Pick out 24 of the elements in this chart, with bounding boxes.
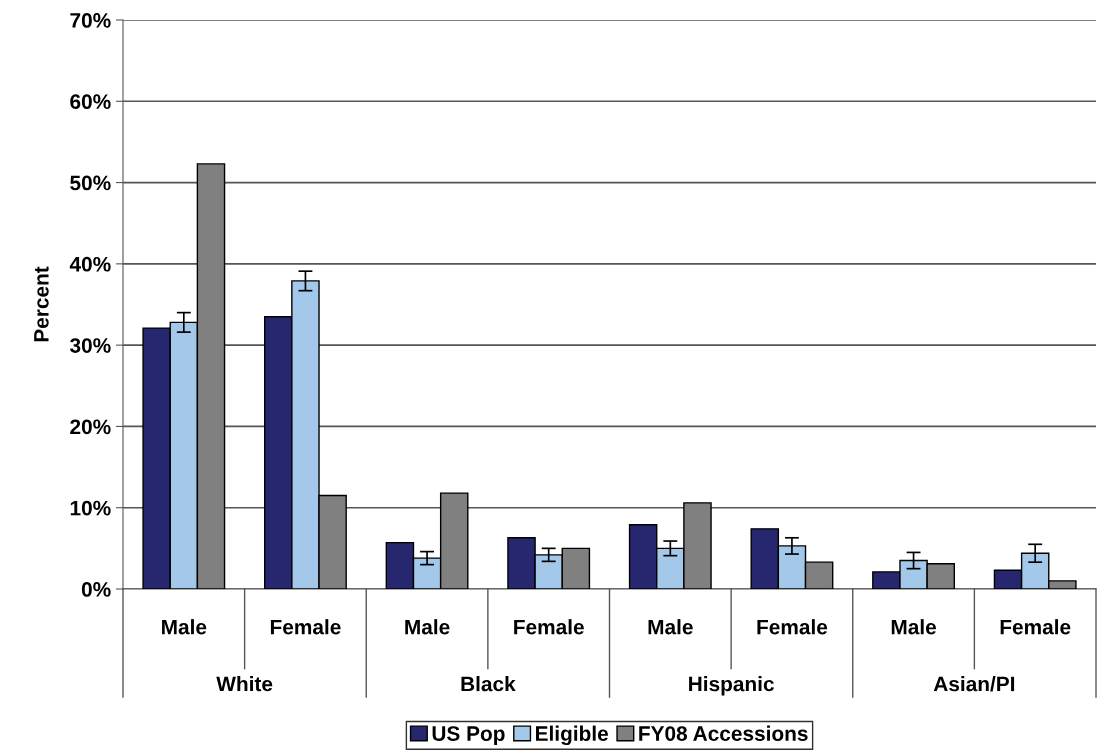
x-tick-label: Male	[405, 619, 450, 635]
x-tick-label: Female	[1000, 619, 1071, 635]
x-tick-label: Male	[648, 619, 693, 635]
legend-label: US Pop	[432, 726, 505, 746]
y-tick-label: 60%	[70, 94, 111, 110]
y-tick-label: 40%	[69, 256, 111, 272]
legend-label: FY08 Accessions	[639, 725, 808, 741]
y-tick-label: 30%	[69, 338, 111, 353]
x-tick-label: Male	[162, 619, 207, 635]
legend-label: Eligible	[536, 725, 608, 746]
y-tick-label: 50%	[70, 175, 111, 191]
y-tick-label: 20%	[70, 419, 111, 435]
y-tick-label: 10%	[70, 500, 111, 516]
text: Hispanic	[689, 676, 774, 696]
y-tick-label: 0%	[81, 582, 111, 597]
text: White	[216, 676, 273, 692]
text: Black	[461, 676, 516, 692]
y-tick-label: 70%	[70, 13, 111, 28]
x-tick-label: Female	[270, 619, 341, 635]
x-tick-label: Female	[514, 619, 584, 635]
x-tick-label: Male	[891, 619, 937, 635]
x-tick-label: Female	[757, 619, 828, 635]
y-axis-title: Percent	[34, 266, 49, 342]
text: Asian/PI	[933, 676, 1015, 692]
